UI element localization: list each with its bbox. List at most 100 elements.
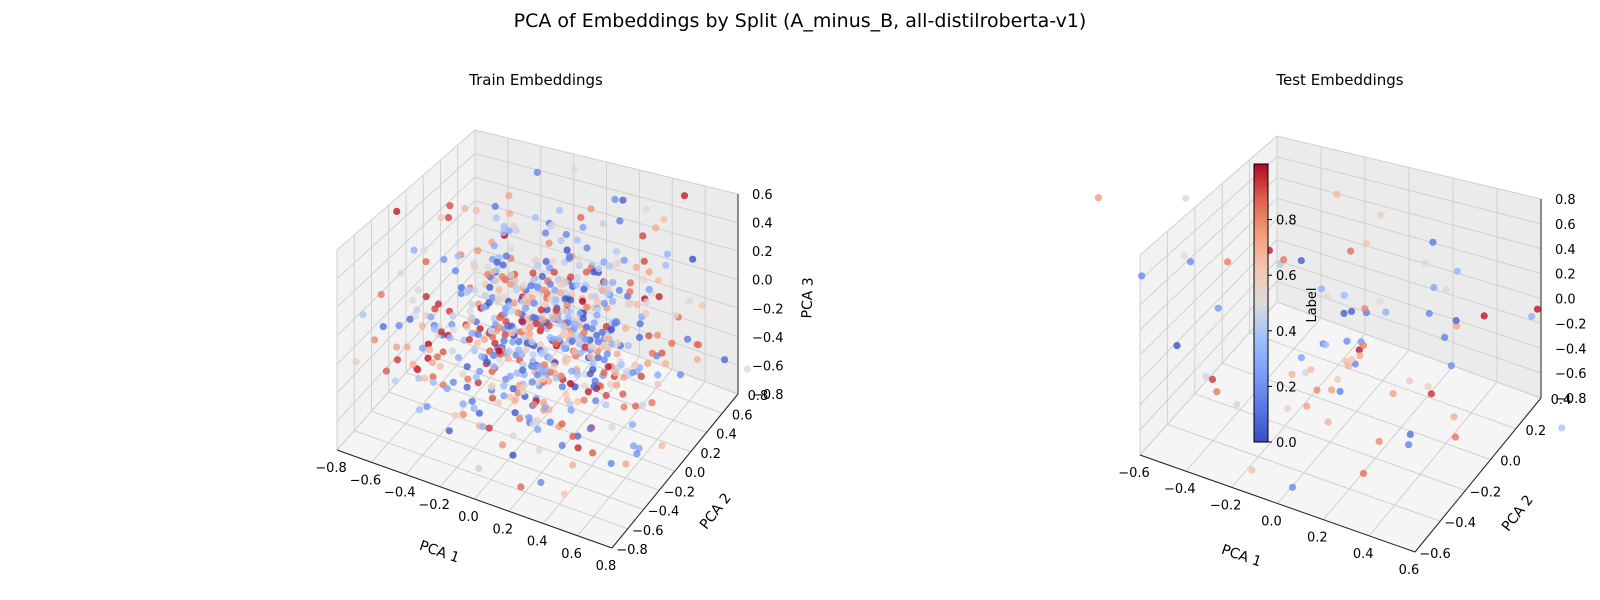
- data-point: [493, 258, 501, 266]
- data-point: [422, 293, 430, 301]
- data-point: [599, 219, 607, 228]
- data-point: [1452, 317, 1460, 325]
- data-point: [468, 329, 476, 337]
- data-point: [1406, 430, 1414, 438]
- data-point: [613, 381, 621, 389]
- y-tick-label: 0.8: [748, 389, 769, 404]
- colorbar-tick-label: 0.4: [1276, 325, 1297, 340]
- data-point: [654, 276, 662, 285]
- z-tick-label: 0.2: [1555, 268, 1576, 283]
- z-tick-label: 0.6: [752, 188, 773, 203]
- train-title: Train Embeddings: [468, 71, 603, 89]
- data-point: [1336, 387, 1344, 395]
- data-point: [1382, 308, 1390, 316]
- data-point: [468, 313, 476, 321]
- data-point: [668, 339, 676, 347]
- data-point: [607, 459, 615, 468]
- data-point: [451, 411, 459, 419]
- data-point: [382, 367, 390, 375]
- data-point: [485, 424, 493, 432]
- data-point: [598, 328, 607, 336]
- grid-z: [1139, 239, 1542, 381]
- x-axis-line: [336, 449, 613, 549]
- data-point: [640, 275, 648, 284]
- data-point: [551, 314, 559, 322]
- grid-z: [1139, 218, 1542, 356]
- data-point: [539, 316, 547, 324]
- data-point: [502, 252, 510, 260]
- data-point: [568, 290, 576, 298]
- data-point: [611, 195, 619, 203]
- data-point: [470, 404, 478, 412]
- data-point: [592, 397, 600, 405]
- data-point: [525, 414, 533, 422]
- data-point: [502, 305, 510, 313]
- data-point: [557, 372, 565, 380]
- data-point: [393, 356, 402, 364]
- data-point: [562, 390, 570, 398]
- data-point: [1362, 240, 1370, 248]
- data-point: [454, 354, 463, 362]
- data-point: [512, 286, 521, 294]
- grid-z: [336, 153, 739, 279]
- data-point: [693, 355, 702, 364]
- data-point: [1248, 466, 1256, 474]
- data-point: [583, 303, 591, 311]
- data-point: [494, 298, 502, 306]
- data-point: [425, 346, 434, 354]
- data-point: [490, 242, 498, 250]
- data-point: [545, 377, 553, 385]
- data-point: [437, 328, 445, 336]
- colorbar-tick-label: 0.8: [1276, 214, 1297, 229]
- data-point: [468, 397, 476, 405]
- data-point: [637, 372, 645, 380]
- data-point: [589, 359, 597, 367]
- data-point: [403, 343, 411, 351]
- data-point: [457, 284, 466, 292]
- data-point: [561, 289, 570, 297]
- data-point: [563, 246, 571, 254]
- colorbar-tick-label: 0.0: [1276, 436, 1297, 451]
- data-point: [537, 324, 545, 332]
- data-point: [1450, 413, 1458, 421]
- data-point: [443, 385, 451, 393]
- data-point: [479, 423, 487, 431]
- data-point: [619, 196, 627, 204]
- data-point: [459, 410, 467, 419]
- data-point: [445, 427, 453, 435]
- data-point: [557, 237, 565, 245]
- data-point: [630, 442, 638, 450]
- data-point: [511, 397, 519, 405]
- data-point: [534, 425, 542, 433]
- data-point: [495, 347, 503, 355]
- x-tick-label: −0.2: [418, 498, 450, 513]
- data-point: [516, 415, 524, 423]
- data-point: [603, 289, 612, 297]
- data-point: [643, 298, 651, 306]
- data-point: [721, 356, 729, 364]
- data-point: [1328, 386, 1336, 394]
- z-tick-label: 0.4: [752, 217, 773, 232]
- test-panes: [1140, 136, 1541, 552]
- data-point: [552, 306, 560, 314]
- data-point: [1376, 298, 1384, 306]
- data-point: [1173, 342, 1181, 350]
- data-point: [546, 223, 555, 231]
- data-point: [573, 281, 581, 289]
- data-point: [537, 478, 545, 487]
- data-point: [550, 362, 558, 370]
- data-point: [600, 369, 608, 377]
- data-point: [528, 294, 536, 302]
- data-point: [570, 165, 578, 173]
- data-point: [546, 264, 554, 272]
- data-point: [1303, 402, 1311, 410]
- data-point: [605, 335, 613, 343]
- data-point: [609, 297, 617, 305]
- data-point: [530, 299, 538, 307]
- grid-y-floor: [371, 410, 644, 510]
- data-point: [572, 320, 580, 328]
- data-point: [359, 311, 367, 319]
- data-point: [529, 420, 537, 428]
- data-point: [1343, 337, 1351, 345]
